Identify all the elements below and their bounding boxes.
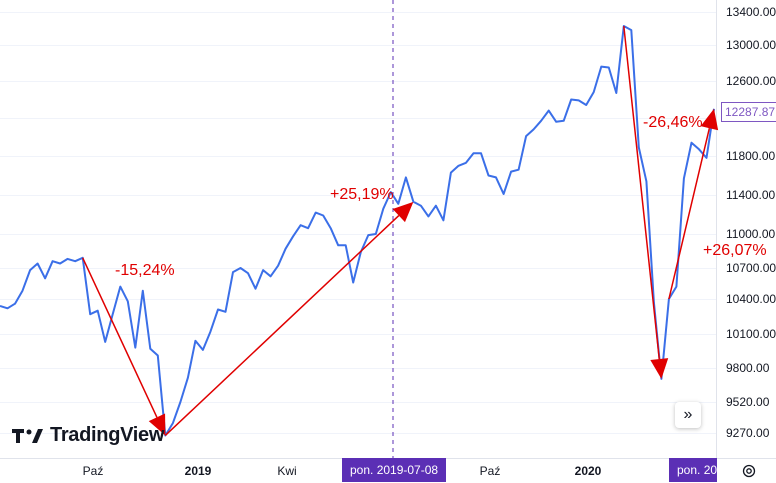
price-line-series: [0, 25, 715, 437]
y-tick-label: 13400.00: [726, 5, 776, 19]
crosshair-date-badge: pon. 2019-07-08: [342, 458, 447, 482]
x-tick-label: Kwi: [277, 464, 296, 478]
y-tick-label: 10100.00: [726, 327, 776, 341]
tradingview-logo: TradingView: [12, 424, 164, 447]
trend-arrow-line-1: [81, 257, 158, 418]
trend-arrow-line-3: [623, 25, 661, 360]
y-tick-label: 10700.00: [726, 261, 776, 275]
tradingview-logo-icon: [12, 428, 43, 443]
scroll-to-realtime-button[interactable]: »: [675, 402, 701, 428]
trend-arrow-line-2: [164, 214, 400, 437]
x-tick-label: Paź: [480, 464, 501, 478]
y-tick-label: 11800.00: [726, 149, 775, 163]
trend-arrow-head-4: [700, 108, 719, 131]
logo-text: TradingView: [50, 424, 165, 446]
x-tick-label: Paź: [83, 464, 104, 478]
y-tick-label: 11000.00: [726, 227, 775, 241]
trend-arrow-head-3: [650, 358, 669, 379]
trend-arrow-head-1: [148, 413, 166, 436]
x-tick-label: 2020: [575, 464, 602, 478]
annotation-pct-3: -26,46%: [643, 114, 703, 131]
annotation-pct-2: +25,19%: [330, 186, 394, 203]
y-tick-label: 12600.00: [726, 74, 776, 88]
x-tick-label: 2019: [185, 464, 212, 478]
y-tick-label: 9270.00: [726, 426, 770, 440]
trend-arrow-head-2: [392, 201, 414, 223]
y-tick-label: 9520.00: [726, 395, 770, 409]
y-tick-label: 9800.00: [726, 361, 770, 375]
settings-button[interactable]: [740, 462, 758, 480]
annotation-pct-1: -15,24%: [115, 262, 175, 279]
last-price-badge: 12287.87: [721, 102, 776, 122]
y-tick-label: 11400.00: [726, 188, 775, 202]
y-tick-label: 10400.00: [726, 292, 776, 306]
annotation-pct-4: +26,07%: [703, 242, 767, 259]
y-tick-label: 13000.00: [726, 38, 776, 52]
double-chevron-right-icon: »: [683, 406, 693, 423]
last-date-badge: pon. 2020-06-08: [669, 458, 717, 482]
trend-arrow-line-4: [668, 128, 711, 300]
gear-icon: [742, 464, 756, 478]
